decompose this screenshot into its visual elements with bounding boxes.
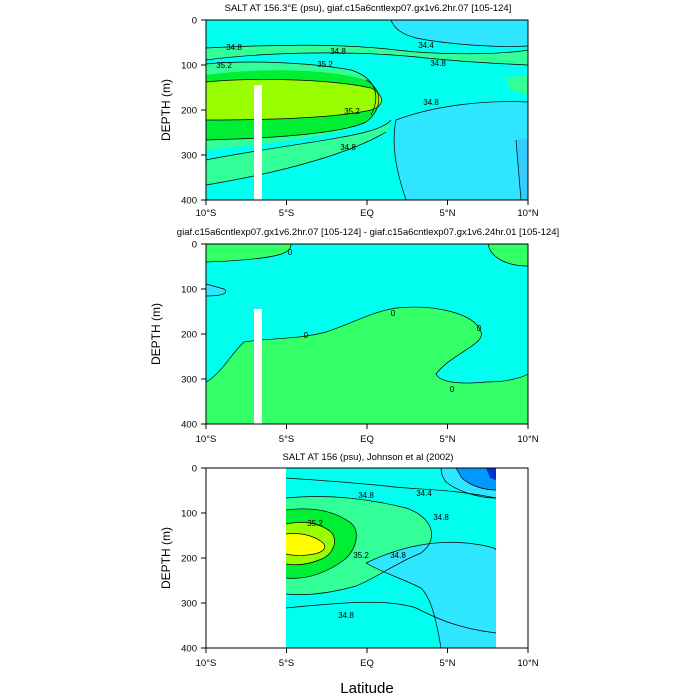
panel-3-y-tick-label: 200 <box>181 554 197 565</box>
panel-1-x-tick-label: 10°N <box>517 208 538 219</box>
panel-1-y-tick-label: 400 <box>181 196 197 207</box>
panel-2-x-tick-label: 5°S <box>279 434 294 445</box>
panel-1-title: SALT AT 156.3°E (psu), giaf.c15a6cntlexp… <box>225 3 512 14</box>
panel-1-y-tick-label: 200 <box>181 106 197 117</box>
panel-1-plot <box>206 20 528 200</box>
panel-2-contour-label: 0 <box>288 248 293 257</box>
panel-1-y-tick-label: 100 <box>181 61 197 72</box>
panel-1-salty-core-3 <box>206 79 382 120</box>
panel-1-missing-data-mask <box>254 85 262 200</box>
panel-3-contour-label: 34.8 <box>338 611 354 620</box>
panel-2-contour-label: 0 <box>477 324 482 333</box>
panel-2-negative-patch <box>206 284 226 296</box>
panel-2-x-ticks: 10°S 5°S EQ 5°N 10°N <box>196 424 539 445</box>
panel-2-y-tick-label: 200 <box>181 330 197 341</box>
panel-3-fresher-top <box>456 468 496 490</box>
panel-3-y-tick-label: 300 <box>181 599 197 610</box>
panel-3-y-tick-label: 400 <box>181 644 197 655</box>
panel-1-contour-label: 35.2 <box>344 107 360 116</box>
panel-2-positive-top-right <box>488 244 528 266</box>
panel-3: SALT AT 156 (psu), Johnson et al (2002) <box>159 452 539 697</box>
panel-2-contour-label: 0 <box>304 331 309 340</box>
panel-1: SALT AT 156.3°E (psu), giaf.c15a6cntlexp… <box>159 3 539 219</box>
panel-2-plot <box>206 244 528 424</box>
panel-3-contours <box>285 468 497 648</box>
panel-1-x-tick-label: 10°S <box>196 208 217 219</box>
panel-2-y-axis-label: DEPTH (m) <box>149 303 163 365</box>
panel-2-y-tick-label: 100 <box>181 285 197 296</box>
panel-3-contour-label: 34.8 <box>390 551 406 560</box>
panel-3-y-axis-label: DEPTH (m) <box>159 527 173 589</box>
panel-3-contour-label: 34.8 <box>358 491 374 500</box>
panel-2-y-ticks: 0 100 200 300 400 <box>181 240 206 431</box>
panel-1-y-tick-label: 0 <box>192 16 197 27</box>
panel-3-x-tick-label: 10°S <box>196 658 217 669</box>
x-axis-label: Latitude <box>340 680 393 697</box>
panel-3-plot <box>206 468 528 648</box>
panel-3-x-tick-label: 5°S <box>279 658 294 669</box>
panel-2-positive-top-left <box>206 244 291 262</box>
panel-3-x-tick-label: EQ <box>360 658 374 669</box>
panel-2-positive-lower <box>206 307 528 424</box>
panel-3-title: SALT AT 156 (psu), Johnson et al (2002) <box>283 452 454 463</box>
panel-1-fresh-corner <box>516 138 528 200</box>
panel-1-contour-label: 34.4 <box>418 41 434 50</box>
panel-3-freshest-top <box>486 468 496 480</box>
panel-1-contour-label: 34.8 <box>430 59 446 68</box>
panel-1-contour-label: 34.8 <box>330 47 346 56</box>
panel-3-contour-label: 35.2 <box>353 551 369 560</box>
panel-1-x-tick-label: EQ <box>360 208 374 219</box>
panel-1-contour-label: 35.2 <box>317 60 333 69</box>
panel-2-y-tick-label: 400 <box>181 420 197 431</box>
panel-1-x-tick-label: 5°S <box>279 208 294 219</box>
panel-2-y-tick-label: 0 <box>192 240 197 251</box>
panel-3-y-tick-label: 100 <box>181 509 197 520</box>
panel-2-x-tick-label: EQ <box>360 434 374 445</box>
panel-3-x-tick-label: 5°N <box>440 658 456 669</box>
panel-3-y-ticks: 0 100 200 300 400 <box>181 464 206 655</box>
panel-2: giaf.c15a6cntlexp07.gx1v6.2hr.07 [105-12… <box>149 227 559 445</box>
panel-1-contour-label: 35.2 <box>216 61 232 70</box>
panel-3-fresh-lower-right <box>366 542 496 648</box>
panel-3-salty-core-4 <box>286 533 325 556</box>
panel-1-contours <box>206 20 528 200</box>
panel-1-salty-patch-right <box>506 75 528 95</box>
panel-1-y-tick-label: 300 <box>181 151 197 162</box>
panel-1-contour-label: 34.8 <box>226 43 242 52</box>
panel-3-contour-label: 35.2 <box>307 519 323 528</box>
panel-3-y-tick-label: 0 <box>192 464 197 475</box>
panel-3-x-tick-label: 10°N <box>517 658 538 669</box>
panel-2-y-tick-label: 300 <box>181 375 197 386</box>
panel-1-y-axis-label: DEPTH (m) <box>159 79 173 141</box>
panel-1-fresh-top <box>391 20 528 47</box>
panel-2-missing-data-mask <box>254 309 262 424</box>
panel-1-contour-label: 34.8 <box>423 98 439 107</box>
panel-2-title: giaf.c15a6cntlexp07.gx1v6.2hr.07 [105-12… <box>177 227 559 238</box>
panel-2-x-tick-label: 5°N <box>440 434 456 445</box>
panel-2-x-tick-label: 10°S <box>196 434 217 445</box>
panel-2-contour-label: 0 <box>391 309 396 318</box>
panel-1-y-ticks: 0 100 200 300 400 <box>181 16 206 207</box>
panel-2-x-tick-label: 10°N <box>517 434 538 445</box>
panel-1-contour-label: 34.8 <box>340 143 356 152</box>
panel-3-x-ticks: 10°S 5°S EQ 5°N 10°N <box>196 648 539 669</box>
panel-1-x-ticks: 10°S 5°S EQ 5°N 10°N <box>196 200 539 219</box>
panel-1-band-lower <box>206 120 391 185</box>
panel-1-x-tick-label: 5°N <box>440 208 456 219</box>
panel-2-contour-label: 0 <box>450 385 455 394</box>
panel-1-fresh-lower-right <box>394 101 528 200</box>
panel-3-contour-label: 34.4 <box>416 489 432 498</box>
panel-3-contour-label: 34.8 <box>433 513 449 522</box>
